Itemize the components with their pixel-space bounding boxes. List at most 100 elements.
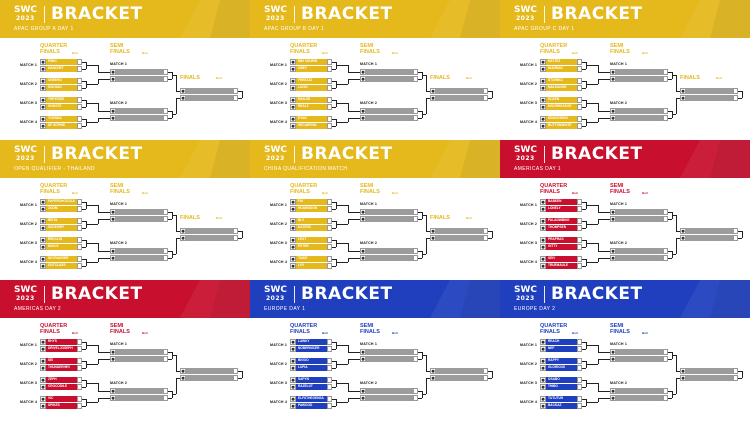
quarter-slot: ⬤ SUDEWRY bbox=[40, 225, 82, 231]
quarter-slot: ⬤ PETER bbox=[290, 244, 332, 250]
score-box bbox=[413, 216, 418, 222]
match-label: MATCH 2 bbox=[360, 241, 378, 245]
score-box bbox=[327, 339, 332, 345]
score-box bbox=[483, 375, 488, 381]
empty-slot bbox=[366, 388, 413, 394]
quarter-slot: ⬤ GLORIOUS bbox=[540, 365, 582, 371]
empty-slot bbox=[686, 228, 733, 234]
player-name: PALADINBIKE bbox=[546, 218, 577, 224]
player-name: PAPERCHOCOLA bbox=[46, 199, 77, 205]
seed-icon: ⬤ bbox=[540, 66, 546, 72]
header-divider bbox=[544, 146, 545, 163]
semi-finals-heading: SEMI FINALS Bo3 bbox=[610, 43, 648, 55]
seed-icon: ⬤ bbox=[540, 123, 546, 129]
seed-icon: ⬤ bbox=[430, 95, 436, 101]
match-label: MATCH 2 bbox=[270, 222, 288, 226]
seed-icon: ⬤ bbox=[610, 255, 616, 261]
score-box bbox=[327, 206, 332, 212]
seed-icon: ⬤ bbox=[360, 388, 366, 394]
quarter-slot: ⬤ LONELY bbox=[540, 206, 582, 212]
score-box bbox=[163, 69, 168, 75]
empty-slot bbox=[116, 255, 163, 261]
semi-finals-heading: SEMI FINALS Bo3 bbox=[610, 323, 648, 335]
semi-slot: ⬤ bbox=[610, 69, 668, 75]
match-label: MATCH 2 bbox=[270, 362, 288, 366]
seed-icon: ⬤ bbox=[40, 59, 46, 65]
panel-header: SWC 2023 BRACKET OPEN QUALIFIER - THAILAND bbox=[0, 140, 250, 178]
score-box bbox=[327, 66, 332, 72]
quarter-slot: ⬤ KATERS bbox=[290, 225, 332, 231]
match-label: MATCH 3 bbox=[20, 241, 38, 245]
score-box bbox=[77, 97, 82, 103]
match-label: MATCH 4 bbox=[20, 120, 38, 124]
empty-slot bbox=[366, 115, 413, 121]
seed-icon: ⬤ bbox=[540, 365, 546, 371]
panel-header: SWC 2023 BRACKET AMERICAS DAY 2 bbox=[0, 280, 250, 318]
score-box bbox=[663, 108, 668, 114]
empty-slot bbox=[116, 108, 163, 114]
score-box bbox=[663, 216, 668, 222]
seed-icon: ⬤ bbox=[290, 339, 296, 345]
logo-year: 2023 bbox=[266, 295, 285, 302]
seed-icon: ⬤ bbox=[290, 365, 296, 371]
finals-heading: FINALS Bo3 bbox=[180, 215, 222, 221]
seed-icon: ⬤ bbox=[110, 255, 116, 261]
empty-slot bbox=[686, 95, 733, 101]
quarter-slot: ⬤ SUKHAN bbox=[40, 85, 82, 91]
empty-slot bbox=[116, 388, 163, 394]
seed-icon: ⬤ bbox=[610, 69, 616, 75]
header-decoration bbox=[680, 0, 750, 38]
swc-logo: SWC 2023 bbox=[264, 286, 290, 304]
score-box bbox=[327, 384, 332, 390]
seed-icon: ⬤ bbox=[430, 235, 436, 241]
bracket-panel: SWC 2023 BRACKET AMERICAS DAY 2 QUARTER FINAL… bbox=[0, 280, 250, 421]
score-box bbox=[413, 76, 418, 82]
quarter-slot: ⬤ EYAN bbox=[290, 116, 332, 122]
score-box bbox=[327, 123, 332, 129]
seed-icon: ⬤ bbox=[360, 209, 366, 215]
quarter-slot: ⬤ RAZELUT bbox=[290, 384, 332, 390]
seed-icon: ⬤ bbox=[40, 104, 46, 110]
score-box bbox=[577, 384, 582, 390]
score-box bbox=[413, 388, 418, 394]
panel-title: BRACKET bbox=[51, 4, 143, 24]
seed-icon: ⬤ bbox=[110, 115, 116, 121]
empty-slot bbox=[366, 209, 413, 215]
panel-subtitle: CHINA QUALIFICATION MATCH bbox=[264, 166, 348, 172]
match-label: MATCH 1 bbox=[360, 62, 378, 66]
seed-icon: ⬤ bbox=[540, 384, 546, 390]
score-box bbox=[663, 248, 668, 254]
seed-icon: ⬤ bbox=[40, 377, 46, 383]
score-box bbox=[577, 116, 582, 122]
seed-icon: ⬤ bbox=[680, 88, 686, 94]
seed-icon: ⬤ bbox=[180, 88, 186, 94]
seed-icon: ⬤ bbox=[290, 66, 296, 72]
quarter-slot: ⬤ THIBO bbox=[540, 384, 582, 390]
quarter-slot: ⬤ NOBERNICER bbox=[290, 346, 332, 352]
match-label: MATCH 3 bbox=[20, 381, 38, 385]
player-name: LEXT bbox=[296, 237, 327, 243]
score-box bbox=[413, 115, 418, 121]
logo-text: SWC bbox=[514, 145, 538, 155]
empty-slot bbox=[186, 95, 233, 101]
swc-logo: SWC 2023 bbox=[14, 6, 40, 24]
seed-icon: ⬤ bbox=[110, 395, 116, 401]
empty-slot bbox=[366, 108, 413, 114]
quarter-slot: ⬤ SEIV bbox=[540, 256, 582, 262]
seed-icon: ⬤ bbox=[360, 356, 366, 362]
player-name: ZOOM bbox=[46, 206, 77, 212]
quarter-slot: ⬤ FREEZZZ bbox=[290, 78, 332, 84]
seed-icon: ⬤ bbox=[610, 349, 616, 355]
player-name: BUTTONWHITE bbox=[546, 123, 577, 129]
player-name: FAI bbox=[296, 199, 327, 205]
semi-slot: ⬤ bbox=[360, 76, 418, 82]
seed-icon: ⬤ bbox=[110, 216, 116, 222]
quarter-slot: ⬤ PAWOOD bbox=[290, 403, 332, 409]
panel-title: BRACKET bbox=[51, 284, 143, 304]
empty-slot bbox=[436, 228, 483, 234]
score-box bbox=[577, 377, 582, 383]
semi-finals-heading: SEMI FINALS Bo3 bbox=[110, 43, 148, 55]
empty-slot bbox=[366, 216, 413, 222]
score-box bbox=[327, 199, 332, 205]
quarter-slot: ⬤ ZOOM bbox=[40, 206, 82, 212]
